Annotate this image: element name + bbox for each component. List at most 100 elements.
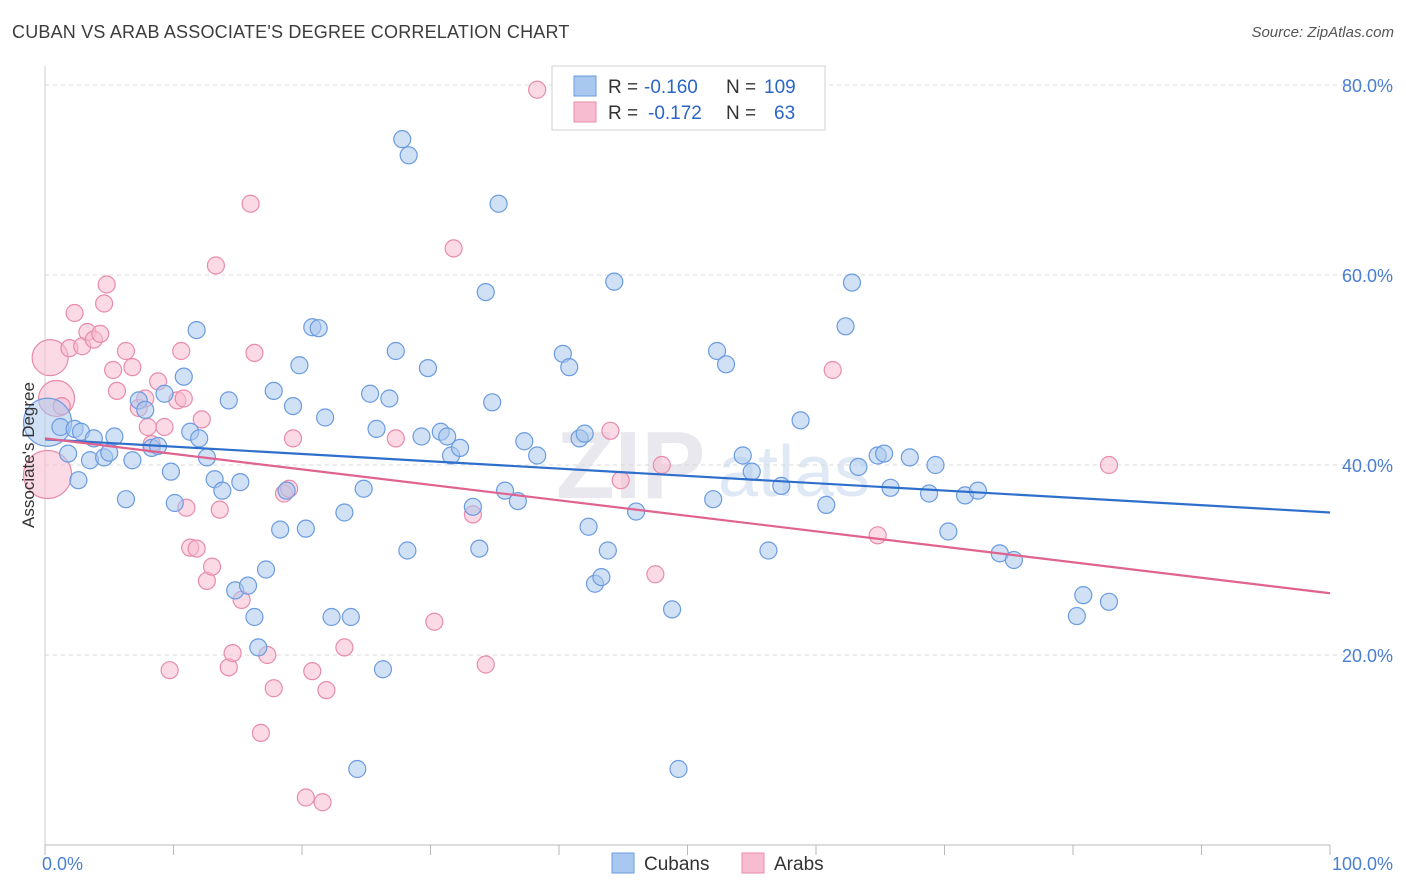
bottom-legend: Cubans Arabs [611, 852, 824, 875]
legend-r-value-cubans: -0.160 [644, 77, 698, 98]
cuban-point-31 [245, 607, 264, 627]
chart-title: CUBAN VS ARAB ASSOCIATE'S DEGREE CORRELA… [12, 22, 570, 42]
cuban-point-72 [560, 358, 579, 377]
arab-point-39 [251, 723, 270, 743]
y-tick-label-0: 20.0% [1342, 646, 1393, 666]
arab-point-9 [91, 324, 110, 343]
cuban-point-36 [277, 481, 296, 500]
cuban-point-29 [231, 473, 250, 492]
source-label: Source: ZipAtlas.com [1251, 24, 1394, 41]
cuban-point-43 [322, 607, 341, 627]
cuban-point-91 [817, 495, 836, 514]
cuban-point-103 [968, 481, 988, 500]
legend-r-label-cubans: R = [608, 77, 638, 98]
cuban-point-64 [476, 283, 495, 302]
legend-n-value-cubans: 109 [764, 77, 796, 98]
arab-point-37 [241, 194, 260, 213]
arab-point-50 [386, 429, 405, 448]
cuban-point-26 [213, 481, 232, 500]
arab-point-14 [116, 341, 136, 361]
cuban-point-57 [418, 359, 438, 378]
cuban-points [22, 130, 1119, 779]
cuban-point-100 [926, 455, 945, 475]
cuban-point-52 [386, 341, 405, 361]
arab-point-5 [65, 303, 84, 323]
cuban-point-47 [354, 479, 373, 498]
arab-point-49 [335, 638, 354, 657]
legend-swatch-arabs [573, 101, 597, 123]
cuban-point-34 [264, 381, 283, 400]
tick-labels: 20.0% 40.0% 60.0% 80.0% 0.0% 100.0% [42, 76, 1393, 874]
cuban-point-84 [707, 341, 727, 361]
arab-point-54 [476, 655, 495, 674]
cuban-point-80 [626, 502, 646, 521]
watermark-atlas: atlas [718, 432, 870, 512]
cuban-point-50 [373, 660, 393, 679]
arab-point-31 [202, 557, 222, 576]
cuban-point-53 [393, 130, 412, 149]
cuban-point-32 [249, 638, 268, 657]
cuban-point-78 [598, 541, 617, 560]
cuban-point-93 [842, 273, 862, 292]
arab-point-41 [264, 679, 283, 698]
arab-point-58 [646, 565, 665, 584]
arab-point-32 [206, 256, 226, 275]
arab-point-48 [317, 681, 336, 700]
arab-point-25 [174, 389, 193, 408]
cuban-point-90 [791, 411, 810, 430]
cuban-point-98 [900, 448, 919, 467]
arab-trend-line [44, 437, 1331, 595]
arab-point-1 [31, 339, 69, 377]
legend-r-value-arabs: -0.172 [648, 103, 702, 124]
cuban-point-96 [875, 444, 894, 463]
cuban-point-30 [238, 576, 258, 595]
arab-point-35 [223, 643, 242, 663]
cuban-point-9 [100, 443, 119, 462]
cuban-point-14 [136, 400, 155, 419]
arab-point-18 [138, 417, 157, 437]
legend-swatch-cubans [573, 75, 597, 97]
cuban-point-92 [836, 317, 855, 336]
arab-point-38 [245, 343, 264, 362]
cuban-point-99 [919, 484, 939, 503]
cuban-point-12 [123, 451, 142, 470]
cuban-point-75 [579, 517, 598, 536]
bottom-legend-label-arabs: Arabs [774, 854, 824, 875]
cuban-point-69 [515, 432, 534, 451]
arab-point-59 [652, 455, 671, 475]
arab-point-22 [160, 661, 179, 680]
arab-point-33 [210, 500, 229, 519]
y-axis-label: Associate's Degree [19, 382, 38, 528]
arab-point-12 [104, 360, 123, 380]
cuban-point-11 [116, 490, 136, 509]
arab-point-47 [313, 793, 332, 812]
cuban-point-70 [528, 446, 547, 465]
cuban-point-18 [161, 462, 181, 481]
cuban-point-56 [412, 427, 431, 446]
cuban-point-65 [483, 393, 502, 412]
cuban-point-107 [1099, 592, 1119, 611]
cuban-point-38 [290, 356, 309, 375]
cuban-point-106 [1074, 586, 1093, 605]
cuban-point-86 [733, 446, 752, 465]
bottom-legend-swatch-cubans [611, 852, 635, 874]
cuban-point-85 [716, 355, 736, 374]
arab-point-56 [601, 421, 620, 440]
y-tick-label-2: 60.0% [1342, 266, 1393, 286]
cuban-point-74 [575, 424, 594, 443]
arab-point-10 [95, 294, 114, 313]
cuban-point-55 [398, 541, 417, 560]
cuban-point-66 [489, 194, 508, 213]
legend-n-label-cubans: N = [726, 77, 756, 98]
cuban-point-22 [187, 321, 206, 340]
cuban-point-51 [380, 389, 399, 408]
x-tick-label-1: 100.0% [1332, 854, 1393, 874]
cuban-point-59 [438, 427, 457, 446]
cuban-point-63 [470, 539, 489, 558]
x-tick-label-0: 0.0% [42, 854, 83, 874]
cuban-point-49 [367, 419, 386, 438]
arab-point-21 [155, 417, 174, 437]
bottom-legend-label-cubans: Cubans [644, 854, 710, 875]
arab-point-55 [528, 80, 547, 99]
